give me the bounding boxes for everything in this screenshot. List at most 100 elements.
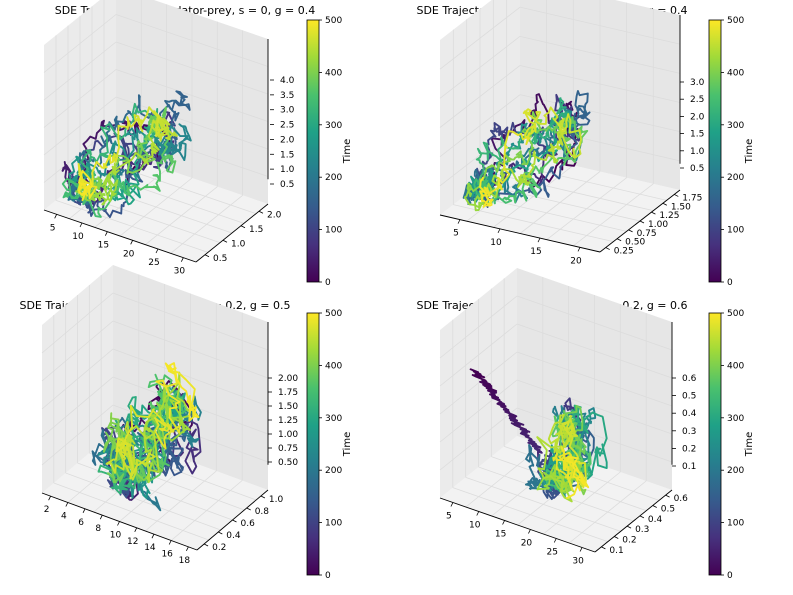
chart-1-x-tick-label: 25 bbox=[148, 258, 159, 268]
chart-2-trajectory-segment bbox=[523, 106, 570, 133]
chart-2-trajectory-segment bbox=[493, 121, 543, 147]
chart-1-y-tick-label: 2.0 bbox=[267, 210, 282, 220]
chart-3-z-tick-label: 0.75 bbox=[278, 444, 298, 454]
chart-3-x-tick-label: 14 bbox=[144, 543, 156, 553]
chart-1-y-tick-label: 1.5 bbox=[249, 225, 263, 235]
chart-3-z-tick-label: 0.50 bbox=[278, 458, 298, 468]
chart-4-trajectory-segment bbox=[555, 446, 576, 480]
chart-1-z-tick-label: 2.0 bbox=[280, 135, 295, 145]
chart-3-x-tick-label: 2 bbox=[44, 505, 50, 515]
chart-4-colorbar-tick-label: 300 bbox=[727, 414, 744, 424]
chart-2-trajectory-segment bbox=[521, 111, 554, 134]
chart-3-y-tick-label: 1.0 bbox=[269, 495, 284, 505]
chart-3-trajectory-segment bbox=[144, 399, 170, 468]
chart-3-trajectory-segment bbox=[169, 398, 192, 438]
chart-1-trajectory-segment bbox=[156, 131, 177, 174]
chart-2-colorbar-tick-label: 200 bbox=[727, 173, 744, 183]
chart-4-y-tick-label: 0.1 bbox=[609, 546, 623, 556]
chart-1-trajectory-segment bbox=[78, 169, 94, 202]
chart-3-trajectory bbox=[91, 362, 202, 512]
chart-3-x-tick-label: 16 bbox=[161, 550, 173, 560]
chart-3-z-tick-label: 1.50 bbox=[278, 402, 298, 412]
chart-2-trajectory bbox=[462, 90, 591, 212]
chart-1-trajectory-segment bbox=[111, 120, 149, 136]
chart-4-y-tick-label: 0.6 bbox=[674, 494, 689, 504]
chart-1-trajectory bbox=[61, 90, 192, 219]
chart-1-z-tick-label: 3.5 bbox=[280, 91, 294, 101]
chart-3-z-tick-label: 1.25 bbox=[278, 416, 298, 426]
chart-1-colorbar-label: Time bbox=[342, 139, 353, 164]
chart-2-x-tick-label: 20 bbox=[570, 256, 582, 266]
chart-4-trajectory-segment bbox=[561, 420, 580, 462]
chart-panel-4: SDE Trajectory for Predator-prey, s = 0.… bbox=[416, 268, 755, 581]
chart-3-x-tick-label: 8 bbox=[95, 524, 101, 534]
chart-3-x-tick-label: 12 bbox=[127, 537, 138, 547]
chart-1-x-tick-label: 20 bbox=[123, 249, 135, 259]
chart-3-trajectory-segment bbox=[154, 416, 181, 450]
chart-2-colorbar-gradient bbox=[708, 19, 722, 283]
chart-1-trajectory-segment bbox=[170, 90, 191, 122]
chart-panel-1: SDE Trajectory for Predator-prey, s = 0,… bbox=[43, 0, 353, 288]
chart-3-trajectory-segment bbox=[97, 464, 139, 490]
chart-4-trajectory-segment bbox=[496, 399, 510, 412]
chart-1-trajectory-segment bbox=[111, 114, 143, 163]
chart-2-z-tick-label: 3.0 bbox=[690, 78, 705, 88]
chart-4-trajectory-segment bbox=[551, 466, 576, 492]
chart-1-trajectory-segment bbox=[85, 196, 123, 219]
chart-4-trajectory-segment bbox=[559, 414, 576, 449]
chart-2-trajectory-segment bbox=[520, 143, 559, 179]
chart-1-trajectory-segment bbox=[133, 106, 164, 138]
chart-1-trajectory-segment bbox=[67, 183, 90, 206]
chart-1-colorbar-gradient bbox=[306, 19, 320, 283]
chart-2-x-tick-label: 15 bbox=[530, 247, 541, 257]
chart-1-colorbar-tick-label: 300 bbox=[325, 121, 342, 131]
chart-4-z-tick-label: 0.4 bbox=[682, 409, 697, 419]
chart-2-y-tick-label: 0.75 bbox=[637, 229, 657, 239]
chart-1-y-tick-label: 0.5 bbox=[213, 254, 227, 264]
chart-4-colorbar-tick-label: 400 bbox=[727, 361, 744, 371]
chart-2-trajectory-segment bbox=[503, 181, 541, 204]
chart-1-z-tick-label: 0.5 bbox=[280, 180, 294, 190]
chart-3-colorbar-label: Time bbox=[342, 432, 353, 457]
chart-4-z-tick-label: 0.1 bbox=[682, 462, 696, 472]
chart-1-trajectory-segment bbox=[100, 102, 157, 142]
chart-4-trajectory-segment bbox=[508, 417, 531, 433]
chart-4-trajectory-segment bbox=[565, 404, 587, 455]
chart-2-trajectory-segment bbox=[570, 116, 589, 153]
chart-4-z-tick-label: 0.6 bbox=[682, 374, 697, 384]
chart-2-y-tick-label: 0.50 bbox=[625, 238, 645, 248]
chart-4-x-tick-label: 5 bbox=[446, 512, 452, 522]
chart-1-trajectory-segment bbox=[87, 189, 107, 206]
chart-2-trajectory-segment bbox=[481, 154, 523, 182]
chart-2-colorbar-tick-label: 300 bbox=[727, 121, 744, 131]
chart-3-x-tick-label: 18 bbox=[179, 556, 191, 566]
chart-1-x-tick-label: 10 bbox=[72, 232, 84, 242]
chart-2-colorbar-label: Time bbox=[744, 139, 755, 164]
chart-2-x-tick-label: 10 bbox=[490, 238, 502, 248]
chart-3-colorbar: 0 100 200 300 400 500 Time bbox=[306, 309, 353, 581]
chart-4-colorbar-label: Time bbox=[744, 432, 755, 457]
chart-1-z-tick-label: 1.0 bbox=[280, 165, 295, 175]
chart-2-y-tick-label: 1.00 bbox=[648, 220, 668, 230]
chart-4-trajectory-segment bbox=[536, 436, 573, 503]
chart-2-y-tick-label: 1.50 bbox=[671, 202, 691, 212]
chart-1-colorbar-tick-label: 500 bbox=[325, 16, 342, 26]
chart-4-trajectory bbox=[469, 368, 608, 503]
chart-4-x-tick-label: 30 bbox=[572, 557, 584, 567]
chart-panel-2: SDE Trajectory for Predator-prey, s = 0.… bbox=[416, 0, 755, 288]
chart-4-z-tick-label: 0.3 bbox=[682, 427, 696, 437]
chart-4-x-tick-label: 10 bbox=[469, 521, 481, 531]
chart-1-trajectory-segment bbox=[107, 151, 149, 181]
chart-2-trajectory-segment bbox=[497, 130, 531, 186]
chart-1-x-tick-label: 5 bbox=[50, 223, 56, 233]
chart-4-x-tick-label: 15 bbox=[495, 530, 506, 540]
chart-2-trajectory-segment bbox=[558, 113, 583, 159]
chart-3-z-tick-label: 2.00 bbox=[278, 374, 298, 384]
chart-3-colorbar-tick-label: 300 bbox=[325, 414, 342, 424]
chart-1-trajectory-segment bbox=[125, 161, 161, 195]
chart-2-z-tick-label: 1.5 bbox=[690, 130, 704, 140]
chart-3-z-tick-label: 1.75 bbox=[278, 388, 298, 398]
chart-1-z-tick-label: 4.0 bbox=[280, 76, 295, 86]
chart-3-x-tick-label: 10 bbox=[110, 531, 122, 541]
